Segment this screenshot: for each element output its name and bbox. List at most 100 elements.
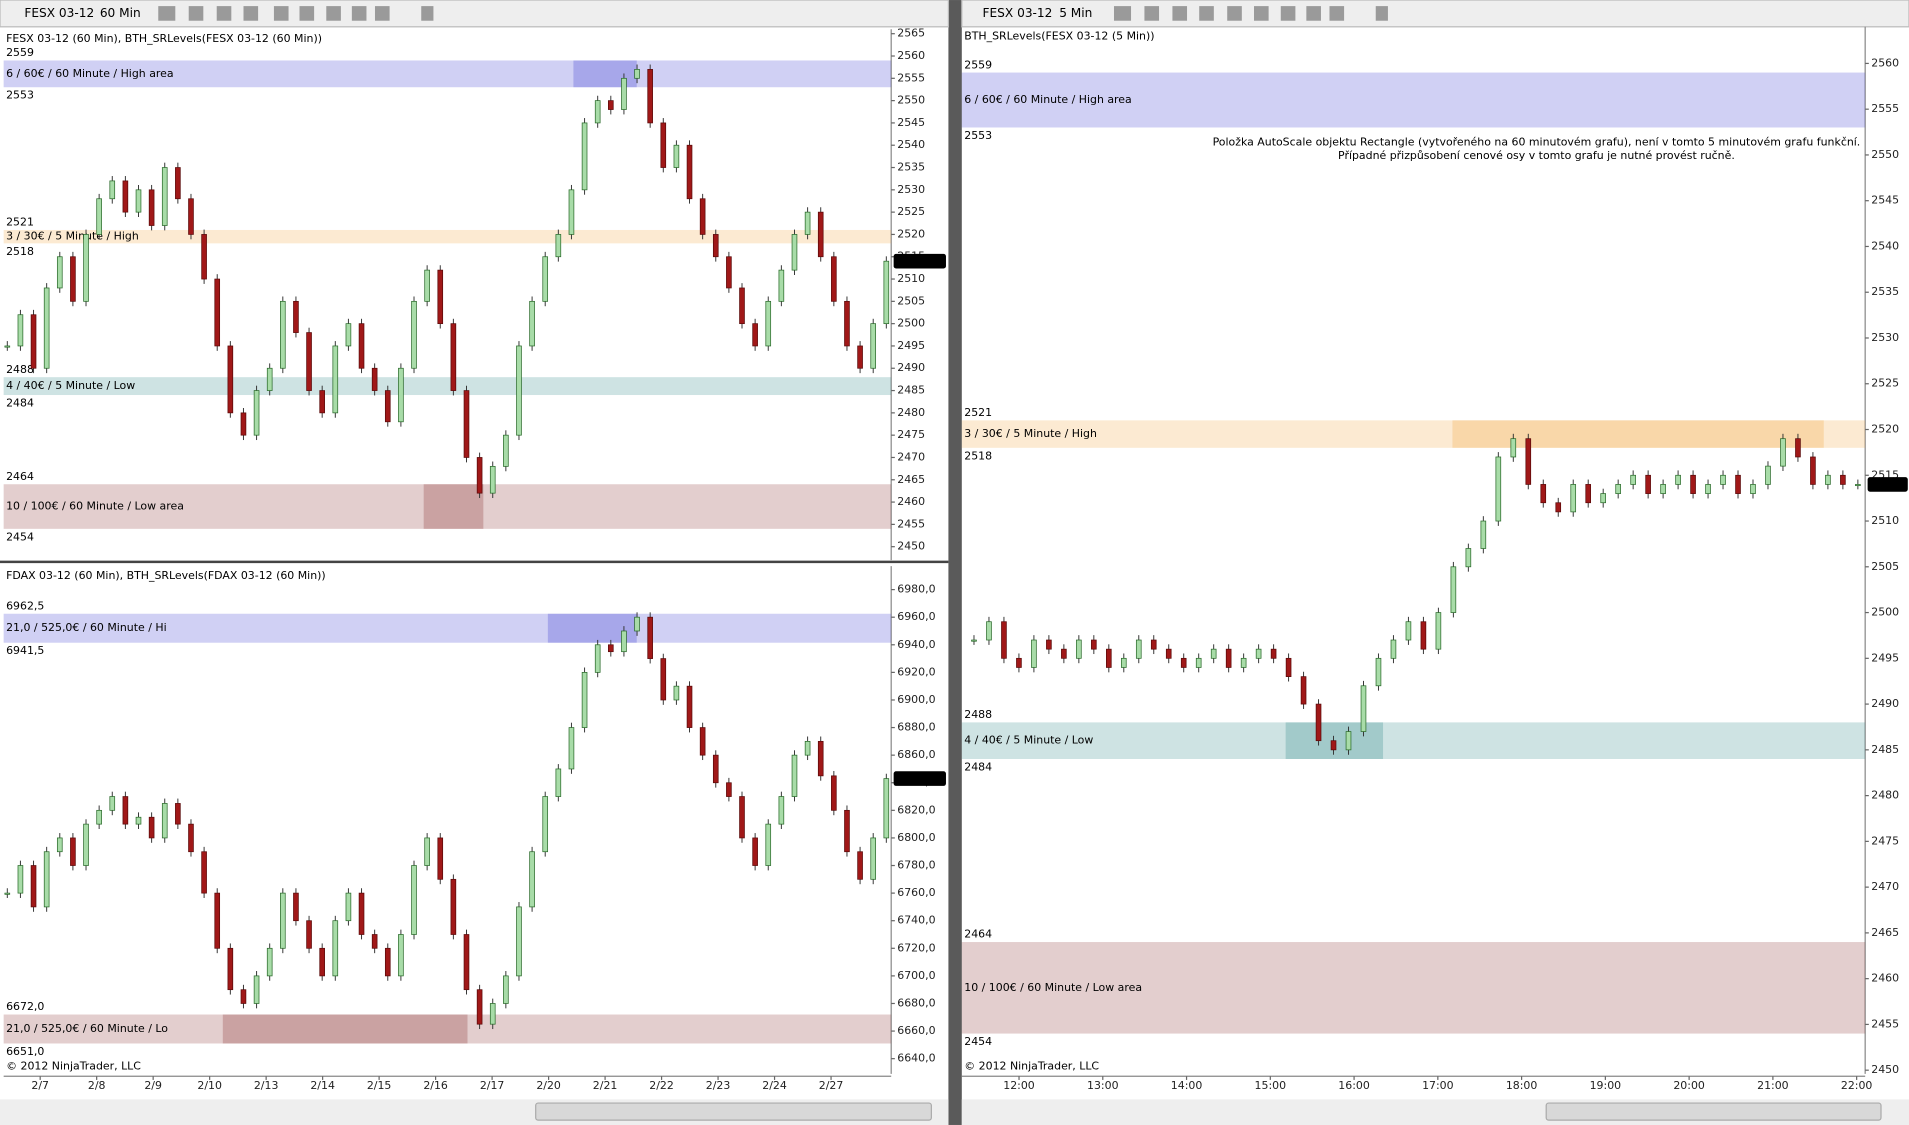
candle [1660,484,1666,494]
instrument-selector[interactable]: FESX 03-12 [983,6,1053,20]
level-band [961,420,1866,448]
icon[interactable] [1329,6,1345,21]
candle [503,975,509,1004]
y-tick-label: 2525 [897,205,925,218]
scroll-thumb[interactable] [535,1102,932,1121]
level-band [3,1014,892,1044]
icon[interactable] [299,6,315,21]
icon[interactable] [374,6,390,21]
icon[interactable] [273,6,289,21]
icon[interactable] [1199,6,1214,21]
x-tick-label: 2/8 [88,1079,106,1092]
panel-header: FESX 03-12 (60 Min), BTH_SRLevels(FESX 0… [6,32,322,45]
y-tick-label: 2550 [897,94,925,107]
candle [214,892,221,949]
icon[interactable] [1144,6,1160,21]
candle [371,367,378,391]
level-band [3,60,892,88]
y-tick-label: 6740,0 [897,914,935,927]
icon[interactable] [326,6,341,21]
candle [70,837,76,866]
last-price-label: 6843,0 [896,772,934,785]
candle [1106,648,1112,668]
candle [673,685,680,701]
level-low-label: 6651,0 [6,1045,44,1058]
icon[interactable] [1113,6,1132,21]
candle [1450,566,1457,613]
candle [424,837,430,866]
candle [345,323,352,347]
y-tick-label: 2540 [1871,239,1899,252]
y-tick-label: 2460 [1871,972,1899,985]
icon[interactable] [351,6,367,21]
level-high-label: 2464 [6,470,34,483]
level-band [961,942,1866,1034]
icon[interactable] [1306,6,1321,21]
candle [568,189,575,235]
candle [1480,520,1487,549]
candle [319,390,325,414]
panel-header: BTH_SRLevels(FESX 03-12 (5 Min)) [964,30,1154,43]
icon[interactable] [216,6,232,21]
x-tick-label: 18:00 [1506,1079,1538,1092]
level-name: 4 / 40€ / 5 Minute / Low [964,734,1093,747]
candle [43,287,50,369]
interval-selector[interactable]: 60 Min [100,6,141,20]
x-tick-label: 21:00 [1757,1079,1789,1092]
icon[interactable] [421,6,434,21]
y-tick-label: 6860,0 [897,748,935,761]
copyright: © 2012 NinjaTrader, LLC [6,1060,141,1073]
icon[interactable] [1172,6,1188,21]
y-tick-label: 6760,0 [897,886,935,899]
scroll-thumb[interactable] [1545,1102,1882,1121]
candle [1765,465,1771,485]
level-low-label: 2553 [964,129,992,142]
candle [135,816,142,825]
x-tick-label: 2/14 [310,1079,335,1092]
y-tick-label: 2450 [897,540,925,553]
candle [817,740,824,777]
candle [201,234,207,280]
y-tick-label: 2480 [897,406,925,419]
candle [1360,685,1367,732]
icon[interactable] [158,6,176,21]
copyright: © 2012 NinjaTrader, LLC [964,1060,1099,1073]
candle [594,644,601,673]
y-tick-label: 6920,0 [897,665,935,678]
candle [96,809,102,825]
y-tick-label: 6820,0 [897,803,935,816]
candle [1031,639,1037,668]
y-tick-label: 2520 [897,227,925,240]
y-tick-label: 6680,0 [897,996,935,1009]
candle [1735,474,1741,494]
candle [188,823,194,853]
icon[interactable] [188,6,204,21]
y-tick-label: 2530 [1871,331,1899,344]
candle [1780,438,1786,467]
candle [253,390,260,436]
icon[interactable] [1375,6,1388,21]
candle [699,198,706,235]
icon[interactable] [243,6,259,21]
candle [293,300,299,333]
candle [542,796,549,853]
x-tick-label: 19:00 [1590,1079,1622,1092]
y-tick-label: 2475 [897,428,925,441]
last-price-marker [893,253,946,269]
candle [70,256,76,302]
icon[interactable] [1253,6,1269,21]
y-tick-label: 6700,0 [897,969,935,982]
candle [581,122,588,191]
level-high-label: 6962,5 [6,599,44,612]
icon[interactable] [1280,6,1296,21]
level-name: 3 / 30€ / 5 Minute / High [964,427,1097,440]
y-tick-label: 2465 [1871,926,1899,939]
interval-selector[interactable]: 5 Min [1059,6,1092,20]
y-tick-label: 2500 [1871,606,1899,619]
instrument-selector[interactable]: FESX 03-12 [24,6,94,20]
splitter[interactable] [948,0,962,1125]
y-tick-label: 2455 [897,517,925,530]
level-name: 6 / 60€ / 60 Minute / High area [6,67,174,80]
icon[interactable] [1227,6,1242,21]
